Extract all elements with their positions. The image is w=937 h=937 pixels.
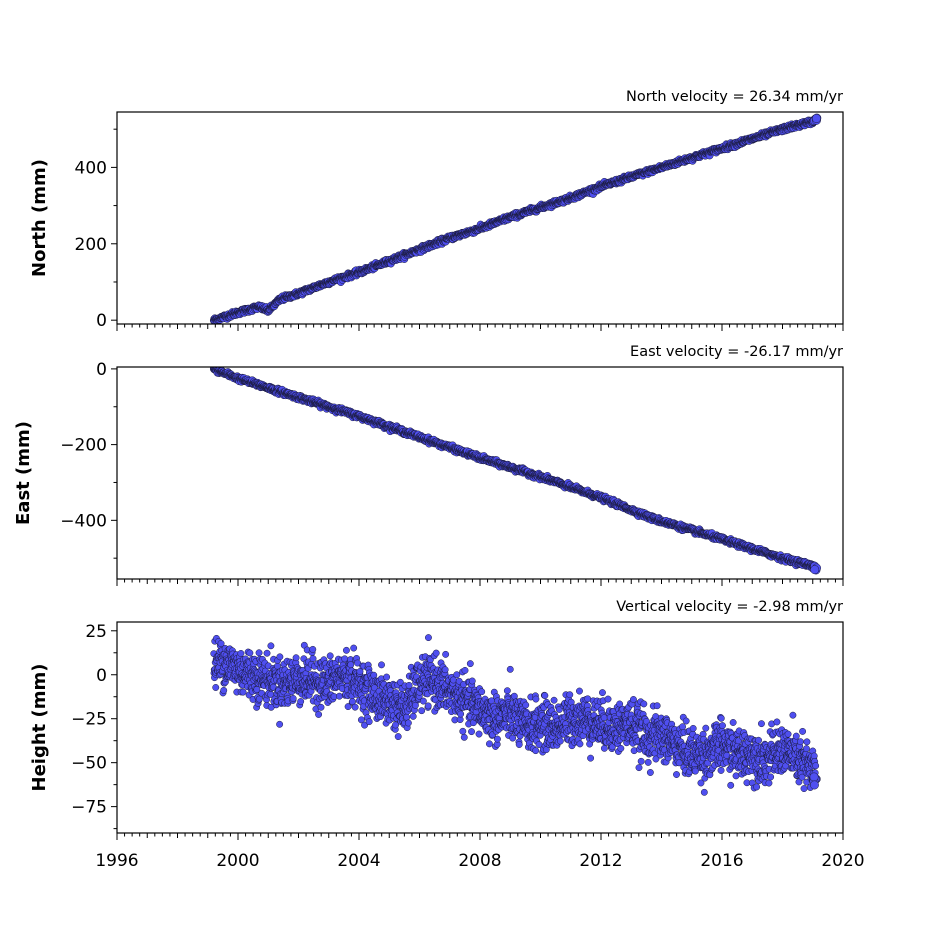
data-point xyxy=(255,695,263,703)
y-axis-label: East (mm) xyxy=(13,421,34,525)
series-points-1 xyxy=(209,367,821,575)
data-point xyxy=(475,730,483,738)
y-tick-label: 400 xyxy=(75,158,107,178)
data-point xyxy=(403,713,411,721)
data-point xyxy=(453,671,461,679)
panel-title: North velocity = 26.34 mm/yr xyxy=(626,89,843,105)
data-point xyxy=(424,702,432,710)
data-point xyxy=(276,653,284,661)
data-point xyxy=(442,650,450,658)
y-tick-label: −200 xyxy=(60,436,107,456)
data-point xyxy=(289,695,297,702)
data-point xyxy=(351,703,359,711)
data-point xyxy=(441,666,449,674)
data-point xyxy=(506,665,514,673)
data-point xyxy=(217,640,225,648)
data-point xyxy=(532,695,540,703)
data-point xyxy=(556,737,564,745)
data-point xyxy=(267,642,275,650)
data-point xyxy=(292,654,300,662)
data-point xyxy=(383,673,391,681)
data-point xyxy=(394,733,402,740)
data-point xyxy=(485,740,493,748)
data-point xyxy=(532,747,540,755)
data-point xyxy=(541,692,549,699)
data-point xyxy=(237,650,245,657)
data-point xyxy=(411,701,419,709)
panel-0: 0 200 400 North velocity = 26.34 mm/yr North… xyxy=(29,89,844,331)
y-tick-label: 0 xyxy=(96,360,107,380)
panel-1: 0 −200 −400 East velocity = -26.17 mm/yr Eas… xyxy=(13,344,844,586)
data-point xyxy=(370,671,378,679)
data-point xyxy=(409,712,417,720)
data-point xyxy=(810,565,820,575)
data-point xyxy=(365,718,373,726)
data-point xyxy=(246,649,254,657)
data-point xyxy=(503,687,511,695)
data-point xyxy=(309,655,317,663)
data-point xyxy=(425,634,432,642)
data-point xyxy=(478,688,486,696)
data-point xyxy=(418,707,426,715)
data-point xyxy=(550,696,558,704)
data-point xyxy=(405,681,413,689)
series-points-2 xyxy=(210,634,821,796)
data-point xyxy=(404,719,412,727)
data-point xyxy=(326,652,334,660)
y-tick-label: 200 xyxy=(75,235,107,255)
data-point xyxy=(812,114,821,123)
data-point xyxy=(297,698,305,705)
data-point xyxy=(347,661,355,669)
data-point xyxy=(317,703,325,711)
data-point xyxy=(239,688,247,696)
data-point xyxy=(335,692,343,700)
data-point xyxy=(276,720,284,728)
data-point xyxy=(468,728,475,736)
data-point xyxy=(493,735,501,743)
data-point xyxy=(515,741,523,748)
series-points-0 xyxy=(209,113,822,324)
data-point xyxy=(461,666,469,674)
data-point xyxy=(457,710,465,718)
data-point xyxy=(460,733,468,741)
y-tick-label: 0 xyxy=(96,311,107,331)
data-point xyxy=(342,646,350,654)
data-point xyxy=(378,661,385,669)
data-point xyxy=(522,701,530,709)
data-point xyxy=(432,649,440,657)
data-point xyxy=(220,686,228,694)
data-point xyxy=(315,711,323,718)
panel-title: East velocity = -26.17 mm/yr xyxy=(630,344,843,360)
y-tick-label: −400 xyxy=(60,511,107,531)
data-point xyxy=(466,660,474,668)
data-point xyxy=(255,649,263,657)
data-point xyxy=(350,644,358,652)
y-axis-label: North (mm) xyxy=(29,159,50,277)
data-point xyxy=(459,727,467,735)
data-point xyxy=(309,645,317,653)
data-point xyxy=(468,677,476,685)
data-point xyxy=(419,697,427,705)
data-point xyxy=(263,649,271,657)
data-point xyxy=(212,684,220,691)
